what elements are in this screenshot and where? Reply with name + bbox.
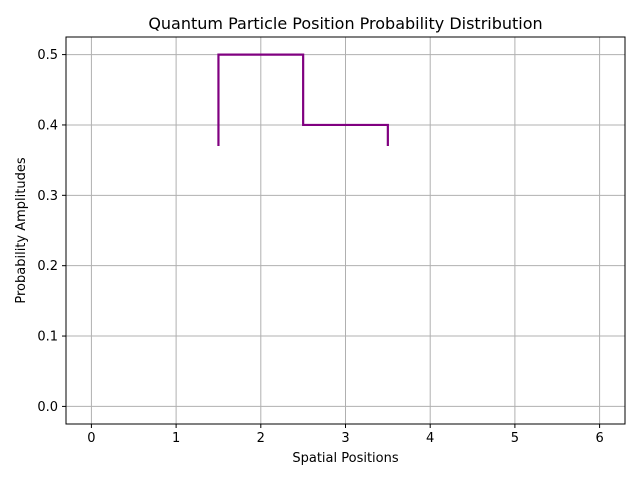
x-tick-label: 4 [426,431,434,446]
y-tick-label: 0.3 [37,189,58,204]
y-tick-label: 0.4 [37,118,58,133]
x-tick-label: 3 [341,431,349,446]
grid [66,37,625,424]
y-tick-label: 0.2 [37,259,58,274]
y-tick-label: 0.1 [37,330,58,345]
series-line [217,53,389,147]
y-axis-label: Probability Amplitudes [14,157,29,303]
y-axis: 0.0 0.1 0.2 0.3 0.4 0.5 [37,48,66,415]
x-tick-label: 6 [595,431,603,446]
y-tick-label: 0.0 [37,400,58,415]
series-layer [217,53,389,147]
x-tick-label: 1 [172,431,180,446]
x-axis: 0 1 2 3 4 5 6 [87,424,604,446]
x-tick-label: 2 [257,431,265,446]
x-axis-label: Spatial Positions [292,451,399,466]
x-tick-label: 0 [87,431,95,446]
y-tick-label: 0.5 [37,48,58,63]
x-tick-label: 5 [511,431,519,446]
chart-title: Quantum Particle Position Probability Di… [148,14,542,33]
